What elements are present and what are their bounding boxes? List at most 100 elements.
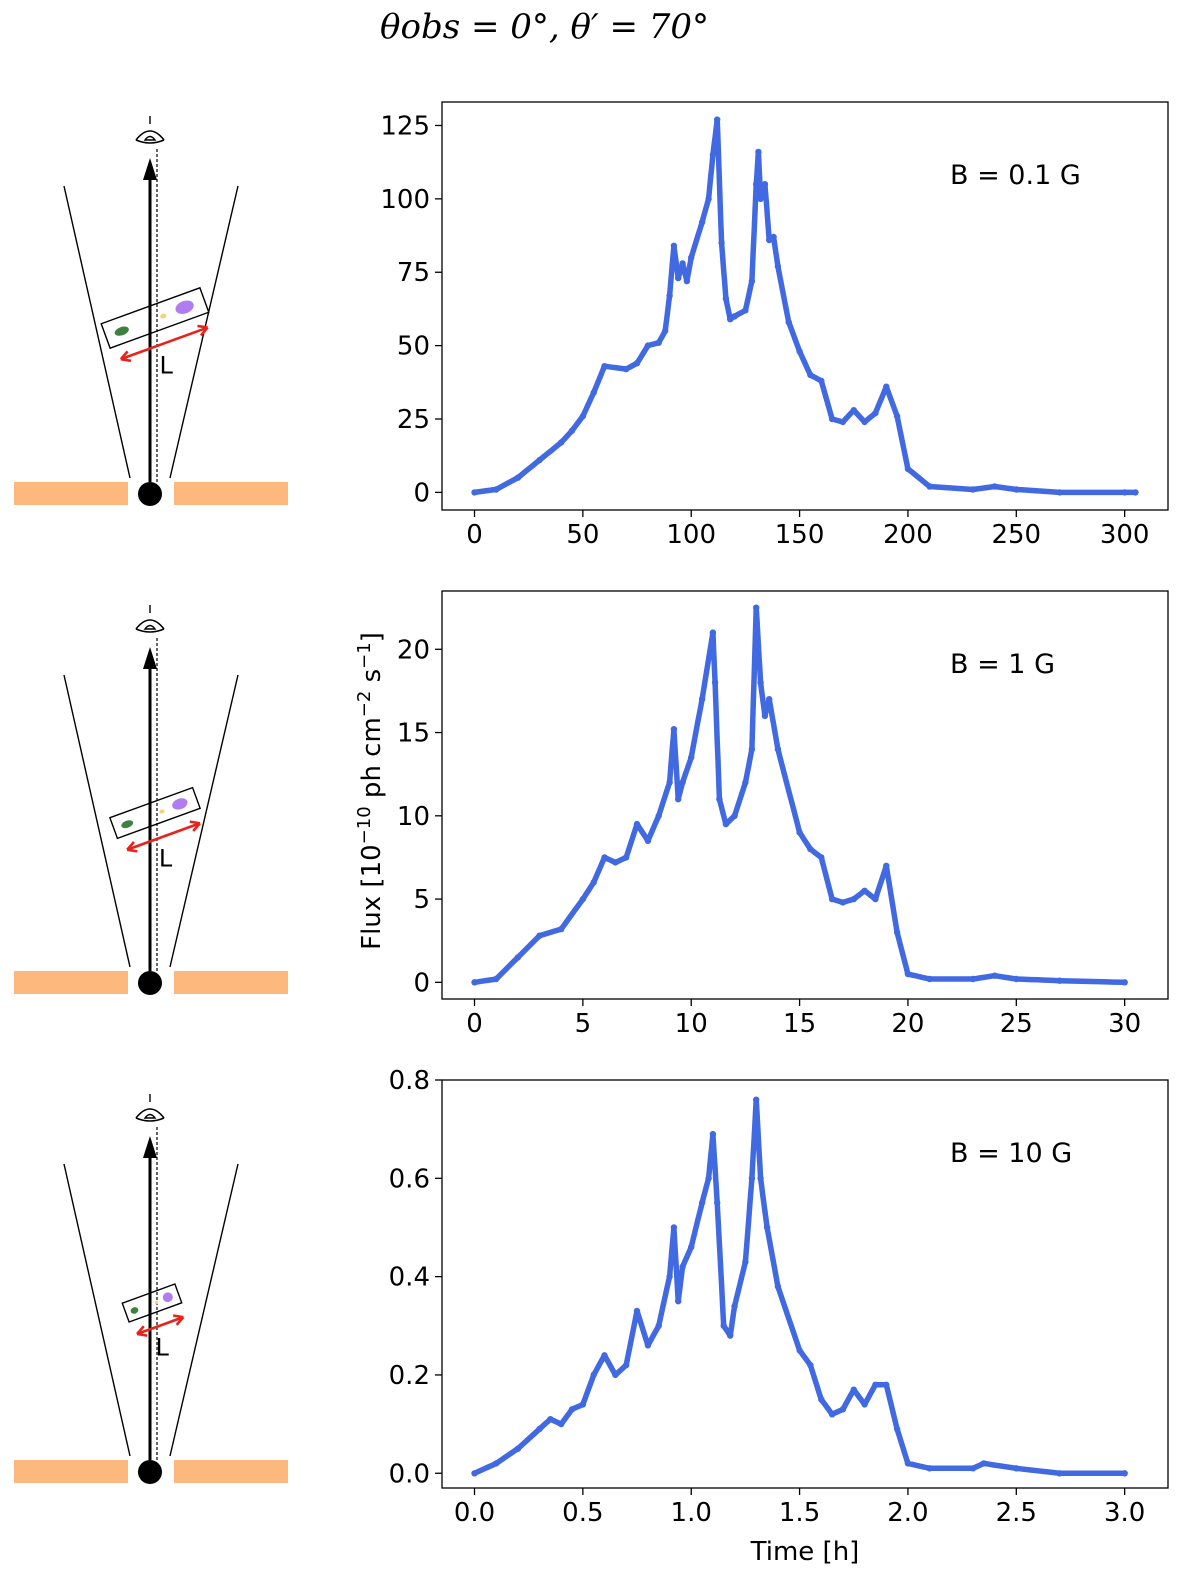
data-point xyxy=(655,1322,662,1330)
data-point xyxy=(536,1425,543,1433)
jet-arrow-icon xyxy=(143,158,157,180)
data-point xyxy=(969,1465,977,1472)
blob-purple xyxy=(162,1292,173,1303)
data-point xyxy=(807,371,814,379)
data-point xyxy=(785,318,792,326)
blob-purple xyxy=(175,300,194,314)
data-point xyxy=(872,895,879,903)
x-tick-label: 0 xyxy=(466,520,483,550)
data-point xyxy=(770,233,777,241)
data-point xyxy=(590,389,597,396)
data-point xyxy=(991,483,998,490)
data-point xyxy=(861,1401,868,1408)
jet-arrow-icon xyxy=(143,1136,157,1158)
data-point xyxy=(1013,975,1020,983)
data-point xyxy=(705,1175,712,1182)
jet-cone-right xyxy=(169,1163,239,1457)
length-label: L xyxy=(156,1334,170,1362)
data-point xyxy=(666,779,673,786)
y-tick-label: 0.2 xyxy=(389,1361,430,1391)
x-tick-label: 30 xyxy=(1108,1009,1141,1039)
jet-cone-left xyxy=(63,185,131,479)
data-point xyxy=(755,148,762,156)
black-hole-icon xyxy=(138,1460,162,1484)
eye-icon xyxy=(135,605,165,633)
x-tick-label: 20 xyxy=(891,1009,924,1039)
length-label: L xyxy=(159,844,173,872)
data-point xyxy=(623,1361,630,1369)
length-arrow-icon xyxy=(119,324,209,363)
data-point xyxy=(547,1416,554,1423)
x-tick-label: 0.5 xyxy=(562,1498,603,1528)
data-point xyxy=(514,954,522,961)
data-point xyxy=(893,412,901,420)
x-tick-label: 2.5 xyxy=(996,1498,1037,1528)
x-tick-label: 50 xyxy=(566,520,599,550)
data-point xyxy=(748,1175,756,1182)
data-point xyxy=(828,1411,836,1418)
data-point xyxy=(688,754,695,761)
data-point xyxy=(675,1298,682,1305)
x-tick-label: 150 xyxy=(775,520,825,550)
magnetic-field-annotation: B = 0.1 G xyxy=(950,160,1081,191)
data-point xyxy=(839,899,847,906)
blob-purple xyxy=(172,798,188,810)
data-point xyxy=(633,360,641,367)
data-point xyxy=(828,895,836,903)
data-point xyxy=(893,1425,901,1433)
data-point xyxy=(590,1371,597,1379)
data-point xyxy=(675,274,682,282)
blob-green xyxy=(130,1307,139,1314)
jet-arrow-icon xyxy=(143,647,157,669)
data-point xyxy=(698,696,706,703)
data-point xyxy=(872,1381,879,1389)
eye-icon xyxy=(135,116,165,144)
data-point xyxy=(818,1396,825,1403)
data-point xyxy=(714,1199,721,1207)
data-point xyxy=(536,456,543,464)
data-point xyxy=(796,829,803,836)
emission-region-icon xyxy=(100,286,210,350)
data-point xyxy=(742,779,749,786)
accretion-disk-left xyxy=(14,971,128,994)
data-point xyxy=(536,932,543,939)
y-tick-label: 0.6 xyxy=(389,1164,430,1194)
data-point xyxy=(1121,979,1128,986)
data-point xyxy=(670,1224,678,1231)
data-point xyxy=(926,1465,933,1472)
data-point xyxy=(742,1258,749,1266)
accretion-disk-right xyxy=(174,1460,288,1483)
x-tick-label: 100 xyxy=(666,520,716,550)
y-tick-label: 5 xyxy=(413,885,430,915)
jet-cone-right xyxy=(169,674,239,968)
y-tick-label: 20 xyxy=(397,635,430,665)
data-point xyxy=(757,195,764,203)
data-point xyxy=(774,746,782,753)
y-tick-label: 75 xyxy=(397,258,430,288)
blob-yellow xyxy=(154,1300,159,1305)
data-point xyxy=(493,975,500,983)
data-point xyxy=(1056,1470,1063,1477)
data-point xyxy=(655,339,662,346)
data-point xyxy=(722,820,730,828)
data-point xyxy=(1121,1470,1128,1477)
data-point xyxy=(568,1406,576,1413)
data-point xyxy=(720,1322,727,1330)
data-point xyxy=(766,696,773,703)
data-point xyxy=(904,1460,912,1467)
data-point xyxy=(904,465,912,473)
data-point xyxy=(705,195,712,203)
data-point xyxy=(893,929,901,936)
data-point xyxy=(666,292,673,299)
data-point xyxy=(818,377,825,384)
data-point xyxy=(926,975,933,983)
data-point xyxy=(698,219,706,226)
data-point xyxy=(748,277,756,285)
data-point xyxy=(718,239,725,247)
data-point xyxy=(601,363,608,370)
jet-cone-left xyxy=(63,674,131,968)
y-tick-label: 50 xyxy=(397,332,430,362)
data-point xyxy=(774,263,782,270)
data-point xyxy=(796,1347,803,1354)
